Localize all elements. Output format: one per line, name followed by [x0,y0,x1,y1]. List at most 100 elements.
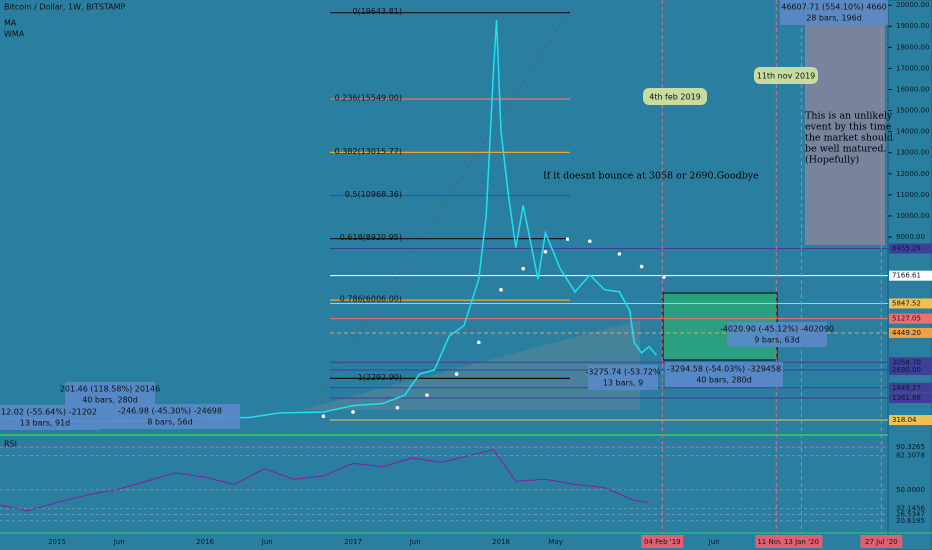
measure-text: 40 bars, 280d [696,376,752,385]
measure-text: 13 bars, 9 [603,379,643,388]
measure-text: -4020.90 (-45.12%) -402090 [720,325,834,334]
time-tick-label: 2017 [344,538,362,546]
price-tag [889,327,932,338]
measure-text: -3275.74 (-53.72% [585,368,660,377]
time-tick-label: May [549,538,563,546]
price-tag-label: 3058.70 [892,358,921,366]
measure-text: 13 bars, 91d [20,419,71,428]
time-tick-label: Jun [113,538,125,546]
time-tick-label: 2016 [196,538,214,546]
price-tick-label: 19000.00 [896,22,929,30]
measure-box [65,382,155,407]
price-tick-label: 17000.00 [896,64,929,72]
symbol-title: Bitcoin / Dollar, 1W, BITSTAMP [4,3,126,12]
measure-box [665,362,783,387]
time-tag-label: 13 Jan '20 [784,538,819,546]
callout-text: 4th feb 2019 [649,93,701,102]
fib-label: 0.786(6006.00) [340,295,402,304]
measure-box [727,322,827,347]
ma-dot [521,266,525,271]
price-tag [889,365,932,376]
rsi-title: RSI [4,440,17,449]
price-tag-label: 8455.29 [892,245,921,253]
price-tag-label: 5847.52 [892,299,921,307]
measure-text: 201.46 (118.58%) 20146 [60,385,160,394]
ma-dot [351,410,355,414]
price-tag-label: 1361.88 [892,394,921,402]
note-text: be well matured. [805,144,886,155]
ma-dot [454,372,459,376]
time-tick-label: Jun [261,538,273,546]
measure-text: 28 bars, 196d [806,14,862,23]
note-text: This is an unlikely [805,111,893,122]
callout-text: 11th nov 2019 [757,72,816,81]
time-tag [641,535,684,548]
measure-text: 40 bars, 280d [82,396,138,405]
price-tick-label: 11000.00 [896,191,929,199]
price-tick-label: 14000.00 [896,128,929,136]
price-tag [889,393,932,404]
ma-dot [425,393,429,397]
time-tag [860,535,903,548]
ma-dot [499,287,503,292]
price-tag-label: 1849.27 [892,384,921,392]
measure-text: 8 bars, 56d [147,418,192,427]
price-tag-label: 5127.05 [892,315,921,323]
price-tag [889,270,932,281]
fib-label: 0.618(8920.95) [340,233,402,242]
measure-text: -246.98 (-45.30%) -24698 [118,407,222,416]
time-tag-label: 04 Feb '19 [644,538,681,546]
ma-dot [477,340,481,345]
price-tag [889,243,932,254]
time-tag-label: 27 Jul '20 [865,538,898,546]
rsi-tick-label: 50.0000 [896,486,925,494]
price-tag [889,415,932,426]
ma-dot [639,264,644,269]
ma-dot [565,237,570,241]
fib-label: 0.236(15549.00) [335,93,402,102]
ma-dot [321,414,326,418]
time-tick-label: 2015 [48,538,66,546]
annotation: If it doesnt bounce at 3058 or 2690.Good… [543,171,759,182]
ma-dot [395,405,400,410]
ma-dot [617,252,622,256]
projection-zone [805,0,885,245]
time-tick-label: Jun [409,538,421,546]
time-tag [780,535,823,548]
note-text: event by this time [805,122,892,133]
measure-box [100,404,240,429]
price-tick-label: 9000.00 [896,233,925,241]
price-tag [889,298,932,309]
ma-dot [543,249,548,254]
rsi-line [0,449,650,512]
trend-line [309,9,571,411]
measure-text: -212.02 (-55.64%) -21202 [0,408,97,417]
rsi-tick-label: 82.3078 [896,452,925,460]
time-tick-label: Jun [708,538,720,546]
price-tick-label: 16000.00 [896,85,929,93]
time-tick-label: 2018 [492,538,510,546]
time-tag-label: 11 Nov '19 [757,538,795,546]
price-tag-label: 318.04 [892,416,917,424]
note-text: (Hopefully) [805,155,859,166]
price-tag-label: 2690.00 [892,366,921,374]
rsi-tick-label: 90.3265 [896,443,925,451]
price-tick-label: 20000.00 [896,1,929,9]
price-tick-label: 15000.00 [896,107,929,115]
price-tick-label: 18000.00 [896,43,929,51]
callout [754,67,818,84]
rsi-tick-label: 32.1456 [896,505,925,513]
fib-label: 0(19643.81) [352,7,402,16]
price-tick-label: 10000.00 [896,212,929,220]
measure-box [588,365,658,390]
measure-box [780,0,888,25]
callout [643,88,707,105]
price-tag [889,357,932,368]
fib-label: 0.5(10968.36) [345,190,402,199]
price-tick-label: 12000.00 [896,170,929,178]
note-text: the market should [805,133,893,144]
indicator-wma: WMA [4,30,25,39]
price-tick-label: 13000.00 [896,149,929,157]
price-tag [889,382,932,393]
